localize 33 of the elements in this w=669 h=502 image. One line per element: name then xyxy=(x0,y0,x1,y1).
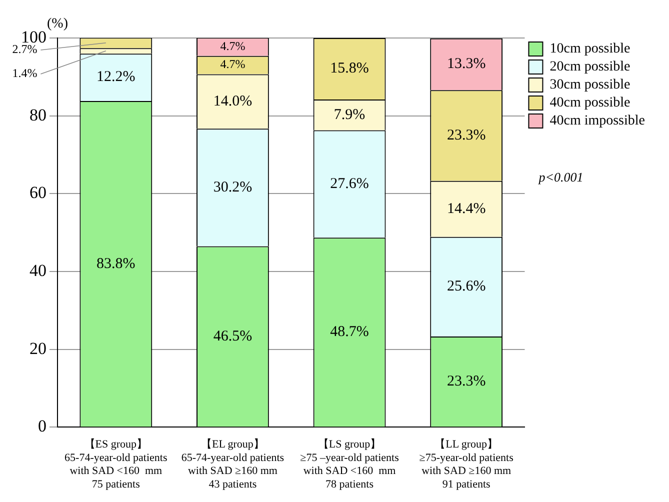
text: p<0.001 xyxy=(538,170,584,185)
legend-label: 30cm possible xyxy=(550,78,630,93)
legend-label: 40cm possible xyxy=(550,96,630,111)
y-tick-label: 60 xyxy=(30,183,46,202)
data-label: 23.3% xyxy=(446,374,486,390)
data-label: 13.3% xyxy=(446,56,486,72)
data-label: 25.6% xyxy=(446,278,486,295)
data-label: 27.6% xyxy=(330,176,369,192)
x-tick-label: 【LS group】 ≥75 –year-old patients with SAD <160 mm 78 patients xyxy=(300,438,399,490)
legend-label: 10cm possible xyxy=(550,42,630,57)
data-label: 14.4% xyxy=(446,200,486,217)
data-label: 7.9% xyxy=(334,106,366,123)
data-label: 4.7% xyxy=(220,38,246,53)
data-label: 15.8% xyxy=(330,60,369,77)
data-label: 14.0% xyxy=(213,93,252,110)
y-tick-label: 0 xyxy=(38,416,46,436)
data-label: 12.2% xyxy=(96,69,136,86)
data-label: 23.3% xyxy=(446,127,486,144)
legend-label: 40cm impossible xyxy=(550,114,646,129)
x-tick-label: 【LL group】 ≥75-year-old patients with SAD ≥160 mm 91 patients xyxy=(419,438,514,490)
y-tick-label: 20 xyxy=(30,338,46,358)
data-label: 48.7% xyxy=(330,324,369,340)
y-tick-label: 80 xyxy=(30,105,46,124)
data-label: 83.8% xyxy=(96,256,136,272)
data-label: 30.2% xyxy=(213,179,252,196)
data-label: 46.5% xyxy=(213,328,252,344)
y-tick-label: 40 xyxy=(30,260,46,280)
y-axis-title: (%) xyxy=(47,16,68,32)
data-label: 4.7% xyxy=(220,57,246,72)
x-tick-label: 【ES group】 65-74-year-old patients with SAD <160 mm 75 patients xyxy=(64,438,168,490)
legend-label: 20cm possible xyxy=(550,60,630,75)
x-tick-label: 【EL group】 65-74-year-old patients with SAD ≥160 mm 43 patients xyxy=(181,438,284,490)
data-label: 1.4% xyxy=(12,66,38,80)
